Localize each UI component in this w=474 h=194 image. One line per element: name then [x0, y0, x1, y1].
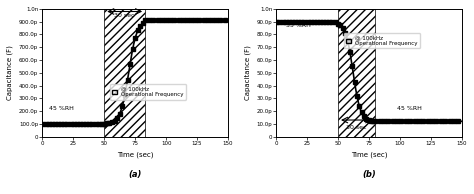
- Text: 85 %RH: 85 %RH: [160, 19, 185, 24]
- Bar: [338, 9, 375, 137]
- Legend: @ 100kHz
Operational Frequency: @ 100kHz Operational Frequency: [344, 33, 420, 48]
- Y-axis label: Capacitance (F): Capacitance (F): [7, 45, 13, 100]
- Text: 30 sec: 30 sec: [114, 13, 134, 18]
- X-axis label: Time (sec): Time (sec): [117, 151, 154, 158]
- Bar: [104, 9, 145, 137]
- Y-axis label: Capacitance (F): Capacitance (F): [244, 45, 251, 100]
- Text: 45 %RH: 45 %RH: [397, 106, 422, 111]
- Title: (b): (b): [362, 170, 376, 179]
- Text: 45 %RH: 45 %RH: [48, 106, 73, 111]
- X-axis label: Time (sec): Time (sec): [351, 151, 387, 158]
- Text: 35 %RH: 35 %RH: [286, 23, 311, 28]
- Text: 30 sec: 30 sec: [346, 125, 367, 130]
- Title: (a): (a): [128, 170, 142, 179]
- Legend: @ 100kHz
Operational Frequency: @ 100kHz Operational Frequency: [110, 84, 186, 100]
